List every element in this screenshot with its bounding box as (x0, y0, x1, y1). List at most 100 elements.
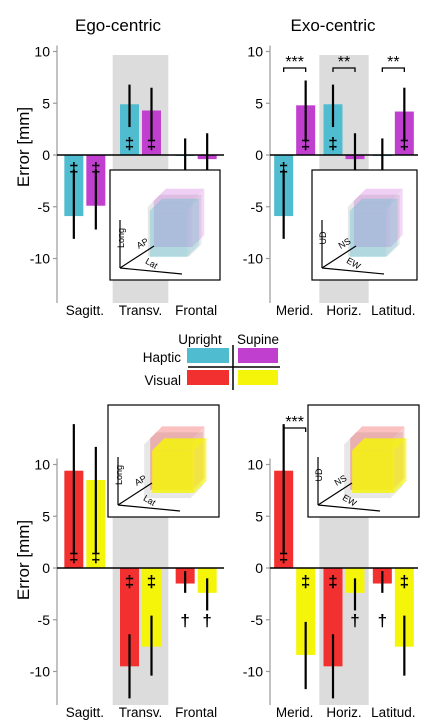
inset-upright-block-haptic-exo-front (349, 210, 386, 257)
y-tick-label-visual-ego: -10 (30, 664, 50, 680)
panel-visual-ego: -10 -5 0 5 10 ‡ ‡ ‡ ‡ † † Sagitt. Transv. Frontal Long… (30, 404, 224, 720)
bar-visual-ego-s0-c1 (120, 568, 139, 667)
mark-visual-ego: ‡ (91, 547, 100, 566)
y-tick-label-visual-exo: -10 (243, 664, 263, 680)
inset-upright-block-haptic-ego-top (149, 198, 200, 211)
title-exo: Exo-centric (290, 16, 376, 35)
inset-upright-block-haptic-exo-top (349, 198, 398, 211)
category-label-visual-exo: Horiz. (326, 705, 361, 720)
y-tick-label-haptic-exo: 5 (255, 95, 263, 111)
y-tick-label-haptic-ego: -5 (38, 199, 51, 215)
inset-supine-block-visual-exo-side (394, 438, 407, 493)
significance-label-haptic-exo: ** (338, 54, 350, 71)
significance-bracket-haptic-exo (283, 67, 307, 72)
category-label-visual-ego: Transv. (119, 705, 163, 720)
inset-supine-block-visual-ego-side (194, 438, 207, 493)
legend-upright-label: Upright (178, 332, 222, 347)
y-tick-label-haptic-ego: 5 (42, 95, 50, 111)
inset-axis-depth-visual-exo (317, 482, 353, 506)
inset-ghost-block-haptic-ego-front (147, 206, 190, 257)
y-tick-label-haptic-exo: -10 (243, 251, 263, 267)
mark-haptic-exo: ‡ (400, 134, 409, 153)
inset-axis-horizontal-visual-ego (117, 504, 181, 512)
y-tick-label-visual-exo: 0 (255, 560, 263, 576)
inset-supine-block-haptic-exo-front (353, 200, 391, 247)
y-tick-label-haptic-ego: -10 (30, 251, 50, 267)
mark-haptic-ego: ‡ (69, 159, 78, 178)
bar-haptic-ego-s0-c1 (120, 104, 139, 155)
significance-label-visual-exo: *** (285, 414, 304, 431)
legend-visual-label: Visual (144, 373, 181, 388)
mark-haptic-exo: ‡ (279, 159, 288, 178)
category-label-haptic-exo: Merid. (276, 303, 314, 318)
inset-upright-block-visual-exo-top (350, 426, 405, 439)
legend-visual-upright-swatch (187, 370, 229, 385)
legend-haptic-upright-swatch (187, 348, 229, 363)
significance-label-haptic-exo: *** (285, 54, 304, 71)
bar-visual-ego-s1-c1 (142, 568, 161, 647)
mark-visual-exo: ‡ (279, 547, 288, 566)
mark-haptic-exo: ‡ (301, 134, 310, 153)
category-label-haptic-exo: Horiz. (326, 303, 361, 318)
bar-visual-exo-s1-c0 (296, 568, 316, 655)
bar-visual-exo-s0-c1 (323, 568, 343, 667)
ylabel-top: Error [mm] (14, 107, 33, 187)
mark-visual-exo: ‡ (400, 572, 409, 591)
bar-haptic-exo-s0-c1 (323, 104, 343, 155)
legend-haptic-supine-swatch (238, 348, 278, 363)
significance-bracket-haptic-exo (332, 67, 356, 72)
category-label-visual-exo: Latitud. (371, 705, 415, 720)
inset-supine-block-visual-exo-top (352, 438, 407, 451)
category-label-haptic-exo: Latitud. (371, 303, 415, 318)
y-tick-label-visual-ego: 5 (42, 508, 50, 524)
significance-bracket-visual-exo (283, 427, 307, 432)
y-tick-label-haptic-exo: 10 (247, 44, 263, 60)
inset-ghost-block-haptic-exo-top (347, 194, 400, 207)
inset-supine-block-haptic-ego-front (153, 200, 193, 247)
y-tick-label-visual-exo: 5 (255, 508, 263, 524)
inset-frame-haptic-exo (311, 169, 418, 281)
y-tick-label-visual-ego: 0 (42, 560, 50, 576)
inset-ghost-block-haptic-exo-front (347, 206, 388, 257)
inset-axis-horizontal-haptic-ego (119, 267, 183, 275)
mark-visual-ego: ‡ (69, 547, 78, 566)
y-tick-label-visual-exo: -5 (251, 612, 264, 628)
y-tick-label-visual-ego: 10 (34, 457, 50, 473)
ylabel-bottom: Error [mm] (14, 520, 33, 600)
y-tick-label-haptic-ego: 10 (34, 44, 50, 60)
mark-haptic-ego: ‡ (91, 159, 100, 178)
legend-supine-label: Supine (237, 332, 279, 347)
category-label-haptic-ego: Sagitt. (66, 303, 104, 318)
mark-visual-ego: † (202, 611, 211, 630)
category-label-visual-exo: Merid. (276, 705, 314, 720)
mark-haptic-ego: ‡ (125, 134, 134, 153)
inset-axis-label-visual-ego: Long (114, 465, 124, 485)
mark-visual-exo: ‡ (328, 572, 337, 591)
inset-ghost-block-haptic-exo-side (387, 194, 400, 257)
legend: Upright Supine Haptic Visual (143, 332, 280, 390)
inset-axis-label-haptic-ego: Long (116, 228, 126, 248)
inset-frame-haptic-ego (109, 169, 221, 281)
panel-visual-exo: -10-50510‡‡‡††‡********Merid.Horiz.Latit… (243, 404, 420, 720)
inset-axis-label-haptic-exo: UD (318, 231, 328, 244)
mark-visual-exo: † (350, 611, 359, 630)
mark-visual-ego: ‡ (125, 572, 134, 591)
inset-supine-block-haptic-ego-top (153, 188, 205, 201)
category-label-haptic-ego: Frontal (175, 303, 217, 318)
inset-supine-block-haptic-exo-top (353, 188, 403, 201)
inset-axis-depth-haptic-exo (321, 245, 357, 269)
title-ego: Ego-centric (75, 16, 161, 35)
y-tick-label-visual-ego: -5 (38, 612, 51, 628)
inset-axis-depth-visual-ego (117, 482, 153, 506)
y-tick-label-haptic-ego: 0 (42, 147, 50, 163)
inset-axis-horizontal-visual-exo (317, 504, 381, 512)
y-tick-label-haptic-exo: -5 (251, 199, 264, 215)
inset-supine-block-haptic-ego-side (192, 188, 205, 247)
mark-haptic-ego: ‡ (147, 134, 156, 153)
legend-haptic-label: Haptic (143, 350, 182, 365)
inset-upright-block-haptic-exo-side (385, 198, 398, 257)
